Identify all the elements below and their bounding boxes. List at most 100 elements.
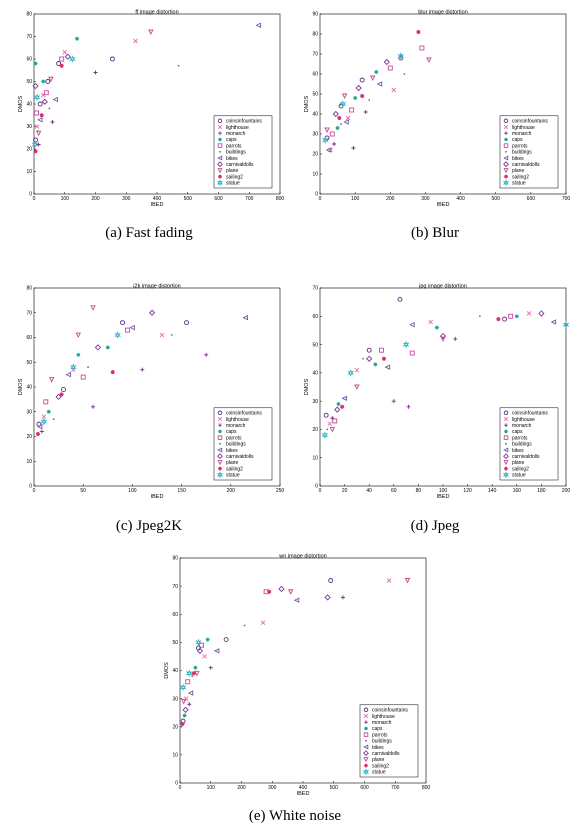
legend-label: lighthouse xyxy=(226,417,249,423)
legend-marker xyxy=(504,131,508,135)
legend-marker xyxy=(503,435,509,440)
x-tick-label: 400 xyxy=(299,785,308,791)
data-point xyxy=(550,319,557,325)
caption-d: (d) Jpeg xyxy=(410,518,460,534)
legend-label: plane xyxy=(512,168,524,174)
x-tick-label: 800 xyxy=(276,196,285,202)
data-point xyxy=(40,417,48,426)
legend-marker xyxy=(363,744,369,750)
x-tick-label: 80 xyxy=(416,488,422,494)
data-point xyxy=(386,578,392,583)
legend-marker xyxy=(217,168,223,174)
legend-label: parrots xyxy=(512,435,528,441)
y-tick-label: 70 xyxy=(172,584,178,590)
data-point xyxy=(366,347,372,353)
legend-label: buildings xyxy=(226,442,246,448)
data-point xyxy=(397,52,405,60)
legend-marker xyxy=(503,168,509,174)
y-tick-label: 0 xyxy=(315,484,318,490)
x-tick-label: 500 xyxy=(330,785,339,791)
x-tick-label: 120 xyxy=(463,488,472,494)
data-point xyxy=(328,578,334,583)
data-point xyxy=(120,320,126,326)
legend-marker xyxy=(219,150,221,153)
data-point xyxy=(48,107,51,110)
legend-label: buildings xyxy=(512,442,532,448)
y-tick-label: 40 xyxy=(312,371,318,377)
x-tick-label: 700 xyxy=(562,196,571,202)
data-point xyxy=(43,90,49,96)
data-point xyxy=(34,110,39,116)
x-axis-label: IBED xyxy=(297,791,310,797)
legend-marker xyxy=(218,137,222,142)
legend-label: carnivaldolls xyxy=(226,454,254,460)
x-axis-label: IBED xyxy=(437,494,450,500)
data-point xyxy=(52,96,58,103)
data-point xyxy=(31,140,39,149)
caption-e: (e) White noise xyxy=(248,808,342,824)
data-point xyxy=(75,332,82,339)
data-point xyxy=(182,706,189,714)
x-axis-label: IBED xyxy=(151,202,164,208)
legend-marker xyxy=(217,460,223,466)
legend-label: sailing2 xyxy=(226,466,243,472)
data-point xyxy=(409,322,415,328)
y-axis-label: DMOS xyxy=(18,378,24,395)
legend-label: monarch xyxy=(512,423,532,429)
legend-label: coinsinfountains xyxy=(512,119,548,125)
legend-marker xyxy=(217,416,223,422)
data-point xyxy=(159,332,165,338)
legend-label: monarch xyxy=(226,423,246,429)
legend: coinsinfountainslighthousemonarchcapspar… xyxy=(499,407,559,481)
data-point xyxy=(260,620,266,626)
data-point xyxy=(180,725,183,728)
data-point xyxy=(354,384,360,391)
data-point xyxy=(33,61,38,66)
y-tick-label: 20 xyxy=(172,724,178,730)
y-tick-label: 30 xyxy=(312,399,318,405)
data-point xyxy=(191,675,194,678)
y-tick-label: 10 xyxy=(312,172,318,178)
legend-marker xyxy=(218,423,222,427)
x-tick-label: 20 xyxy=(342,488,348,494)
data-point xyxy=(93,70,98,75)
data-point xyxy=(208,665,213,670)
chart-panel-b: blur image distortion 0 100 200 300 400 500 600… xyxy=(300,8,570,263)
data-point xyxy=(341,395,348,402)
data-point xyxy=(185,679,191,685)
data-point xyxy=(351,146,356,150)
data-point xyxy=(183,696,189,701)
x-tick-label: 200 xyxy=(562,488,571,494)
y-tick-label: 50 xyxy=(312,342,318,348)
legend-label: sailing2 xyxy=(226,174,243,180)
x-tick-label: 160 xyxy=(513,488,522,494)
legend-label: buildings xyxy=(226,150,246,156)
legend-box xyxy=(499,407,559,481)
data-point xyxy=(242,314,249,321)
data-point xyxy=(387,65,393,71)
legend-marker xyxy=(363,707,369,713)
legend-marker xyxy=(503,143,509,148)
data-point xyxy=(397,296,403,302)
y-tick-label: 70 xyxy=(312,286,318,292)
legend-label: carnivaldolls xyxy=(512,454,540,460)
data-point xyxy=(46,409,51,414)
data-point xyxy=(52,418,55,421)
y-tick-label: 60 xyxy=(26,57,32,63)
data-point xyxy=(61,387,66,392)
legend-marker xyxy=(503,155,509,161)
y-axis-label: DMOS xyxy=(18,95,24,112)
legend-box xyxy=(213,115,273,189)
data-point xyxy=(56,61,62,66)
data-point xyxy=(187,690,194,696)
chart-panel-a: ff image distortion 0 100 200 300 400 500 600 70… xyxy=(14,8,284,263)
y-tick-label: 20 xyxy=(26,147,32,153)
legend-marker xyxy=(504,423,508,427)
data-point xyxy=(182,713,187,718)
data-point xyxy=(366,355,373,362)
data-point xyxy=(64,53,71,60)
x-tick-label: 500 xyxy=(184,196,193,202)
chart-title: jpg image distortion xyxy=(418,284,467,290)
legend-marker xyxy=(504,174,508,179)
data-point xyxy=(341,93,348,100)
